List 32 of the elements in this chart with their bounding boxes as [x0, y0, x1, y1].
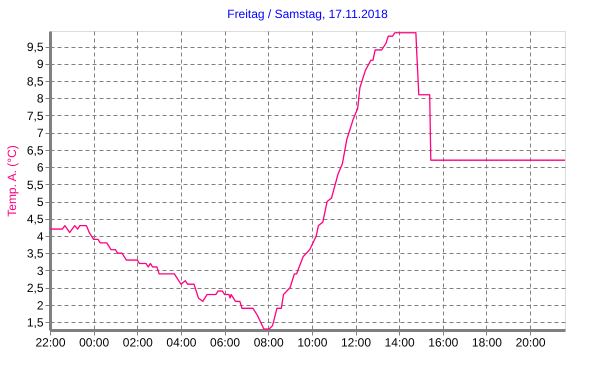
chart-title: Freitag / Samstag, 17.11.2018: [227, 7, 388, 21]
x-tick-label: 02:00: [122, 336, 154, 350]
x-tick-label: 00:00: [79, 336, 110, 350]
y-tick-label: 8,5: [26, 74, 44, 88]
y-tick-label: 3,5: [26, 246, 44, 261]
y-tick-label: 6,5: [26, 143, 44, 158]
x-tick-label: 18:00: [472, 336, 502, 350]
y-tick-label: 6: [36, 160, 44, 175]
y-tick-label: 7: [36, 126, 44, 140]
x-tick-label: 06:00: [210, 336, 240, 350]
x-tick-label: 16:00: [428, 336, 459, 350]
y-tick-label: 9,5: [26, 40, 44, 54]
y-tick-label: 3: [36, 264, 44, 278]
y-tick-label: 7,5: [26, 108, 44, 123]
x-tick-label: 10:00: [297, 336, 328, 350]
y-tick-label: 9: [36, 57, 44, 72]
x-tick-label: 04:00: [166, 336, 197, 350]
x-tick-label: 14:00: [384, 336, 415, 350]
line-series: [50, 32, 565, 330]
y-tick-label: 5,5: [26, 178, 44, 192]
y-tick-label: 4,5: [26, 212, 44, 226]
y-tick-label: 1,5: [26, 316, 44, 330]
y-tick-label: 5: [36, 195, 44, 210]
y-tick-label: 2,5: [26, 281, 44, 296]
y-tick-label: 2: [36, 298, 44, 312]
y-tick-label: 4: [36, 229, 44, 244]
x-tick-label: 12:00: [340, 336, 372, 350]
x-tick-label: 20:00: [516, 336, 546, 350]
x-tick-label: 22:00: [35, 336, 66, 350]
y-axis-title: Temp. A. (°C): [4, 145, 19, 217]
y-tick-label: 8: [36, 92, 44, 106]
x-tick-label: 08:00: [254, 336, 284, 350]
